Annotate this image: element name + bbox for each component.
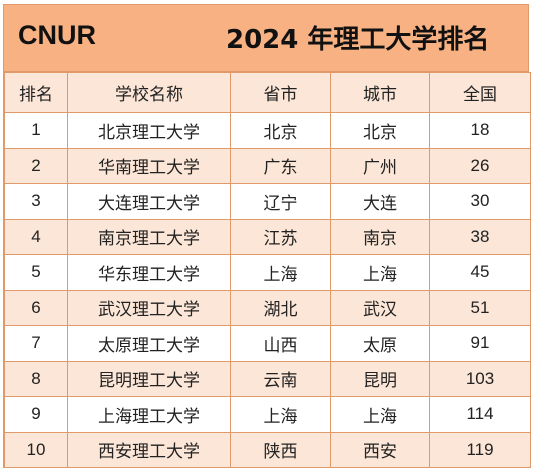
rank-cell: 5 <box>4 254 68 291</box>
city-cell: 武汉 <box>330 289 430 326</box>
rank-cell: 4 <box>4 218 68 255</box>
column-header-province: 省市 <box>230 72 331 113</box>
school-name-cell: 太原理工大学 <box>67 325 231 362</box>
province-cell: 山西 <box>230 325 331 362</box>
city-cell: 北京 <box>330 112 430 149</box>
school-name-cell: 西安理工大学 <box>67 431 231 468</box>
table-row: 8 昆明理工大学 云南 昆明 103 <box>4 360 531 397</box>
national-rank-cell: 18 <box>429 112 531 149</box>
province-cell: 广东 <box>230 147 331 184</box>
city-cell: 太原 <box>330 325 430 362</box>
rank-cell: 3 <box>4 183 68 220</box>
province-cell: 江苏 <box>230 218 331 255</box>
table-row: 5 华东理工大学 上海 上海 45 <box>4 254 531 291</box>
table-row: 6 武汉理工大学 湖北 武汉 51 <box>4 289 531 326</box>
rank-cell: 2 <box>4 147 68 184</box>
province-cell: 陕西 <box>230 431 331 468</box>
school-name-cell: 华东理工大学 <box>67 254 231 291</box>
national-rank-cell: 38 <box>429 218 531 255</box>
table-row: 9 上海理工大学 上海 上海 114 <box>4 396 531 433</box>
school-name-cell: 上海理工大学 <box>67 396 231 433</box>
national-rank-cell: 51 <box>429 289 531 326</box>
school-name-cell: 武汉理工大学 <box>67 289 231 326</box>
table-row: 1 北京理工大学 北京 北京 18 <box>4 112 531 149</box>
city-cell: 大连 <box>330 183 430 220</box>
table-body: 1 北京理工大学 北京 北京 18 2 华南理工大学 广东 广州 26 3 大连理工大学 辽宁 大连 30 4… <box>4 112 531 468</box>
province-cell: 辽宁 <box>230 183 331 220</box>
table-row: 3 大连理工大学 辽宁 大连 30 <box>4 183 531 220</box>
national-rank-cell: 45 <box>429 254 531 291</box>
city-cell: 南京 <box>330 218 430 255</box>
national-rank-cell: 119 <box>429 431 531 468</box>
rank-cell: 7 <box>4 325 68 362</box>
table-row: 10 西安理工大学 陕西 西安 119 <box>4 431 531 468</box>
column-header-city: 城市 <box>330 72 430 113</box>
column-header-rank: 排名 <box>4 72 68 113</box>
table-row: 7 太原理工大学 山西 太原 91 <box>4 325 531 362</box>
page-title: 2024 年理工大学排名 <box>226 25 490 55</box>
column-header-school: 学校名称 <box>67 72 231 113</box>
province-cell: 湖北 <box>230 289 331 326</box>
table-row: 4 南京理工大学 江苏 南京 38 <box>4 218 531 255</box>
ranking-table-card: CNUR 2024 年理工大学排名 排名 学校名称 省市 城市 全国 1 北京理工… <box>3 4 531 468</box>
rank-cell: 8 <box>4 360 68 397</box>
school-name-cell: 华南理工大学 <box>67 147 231 184</box>
province-cell: 北京 <box>230 112 331 149</box>
national-rank-cell: 26 <box>429 147 531 184</box>
rank-cell: 1 <box>4 112 68 149</box>
city-cell: 昆明 <box>330 360 430 397</box>
city-cell: 西安 <box>330 431 430 468</box>
province-cell: 云南 <box>230 360 331 397</box>
city-cell: 广州 <box>330 147 430 184</box>
national-rank-cell: 103 <box>429 360 531 397</box>
column-header-row: 排名 学校名称 省市 城市 全国 <box>4 72 531 113</box>
school-name-cell: 北京理工大学 <box>67 112 231 149</box>
rank-cell: 9 <box>4 396 68 433</box>
table-header-banner: CNUR 2024 年理工大学排名 <box>4 5 528 72</box>
national-rank-cell: 30 <box>429 183 531 220</box>
ranking-table: 排名 学校名称 省市 城市 全国 1 北京理工大学 北京 北京 18 2 华南理工大学 广东广… <box>4 72 531 468</box>
rank-cell: 10 <box>4 431 68 468</box>
school-name-cell: 大连理工大学 <box>67 183 231 220</box>
city-cell: 上海 <box>330 254 430 291</box>
rank-cell: 6 <box>4 289 68 326</box>
table-row: 2 华南理工大学 广东 广州 26 <box>4 147 531 184</box>
province-cell: 上海 <box>230 254 331 291</box>
brand-label: CNUR <box>18 20 96 50</box>
national-rank-cell: 91 <box>429 325 531 362</box>
province-cell: 上海 <box>230 396 331 433</box>
column-header-national: 全国 <box>429 72 531 113</box>
national-rank-cell: 114 <box>429 396 531 433</box>
school-name-cell: 南京理工大学 <box>67 218 231 255</box>
school-name-cell: 昆明理工大学 <box>67 360 231 397</box>
city-cell: 上海 <box>330 396 430 433</box>
